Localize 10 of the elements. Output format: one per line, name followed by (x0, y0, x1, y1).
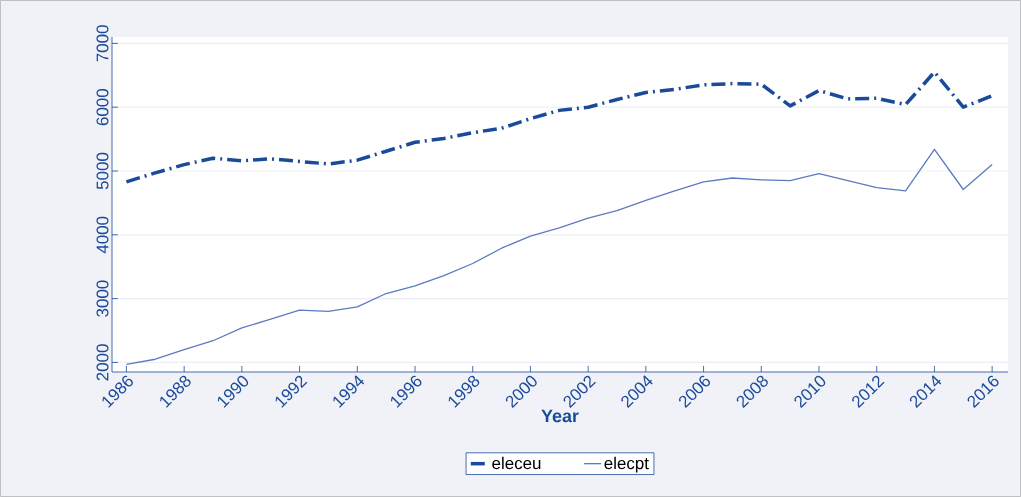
line-series (124, 70, 994, 184)
y-tick-label: 3000 (96, 280, 109, 317)
y-tick-label: 7000 (96, 25, 109, 62)
legend-label: eleceu (492, 456, 541, 470)
line-series (125, 148, 993, 365)
y-tick-label: 5000 (96, 152, 109, 190)
x-axis-title: Year (541, 409, 579, 423)
y-tick-label: 4000 (96, 216, 109, 254)
legend-label: elecpt (604, 456, 649, 473)
y-tick-label: 6000 (96, 89, 109, 126)
